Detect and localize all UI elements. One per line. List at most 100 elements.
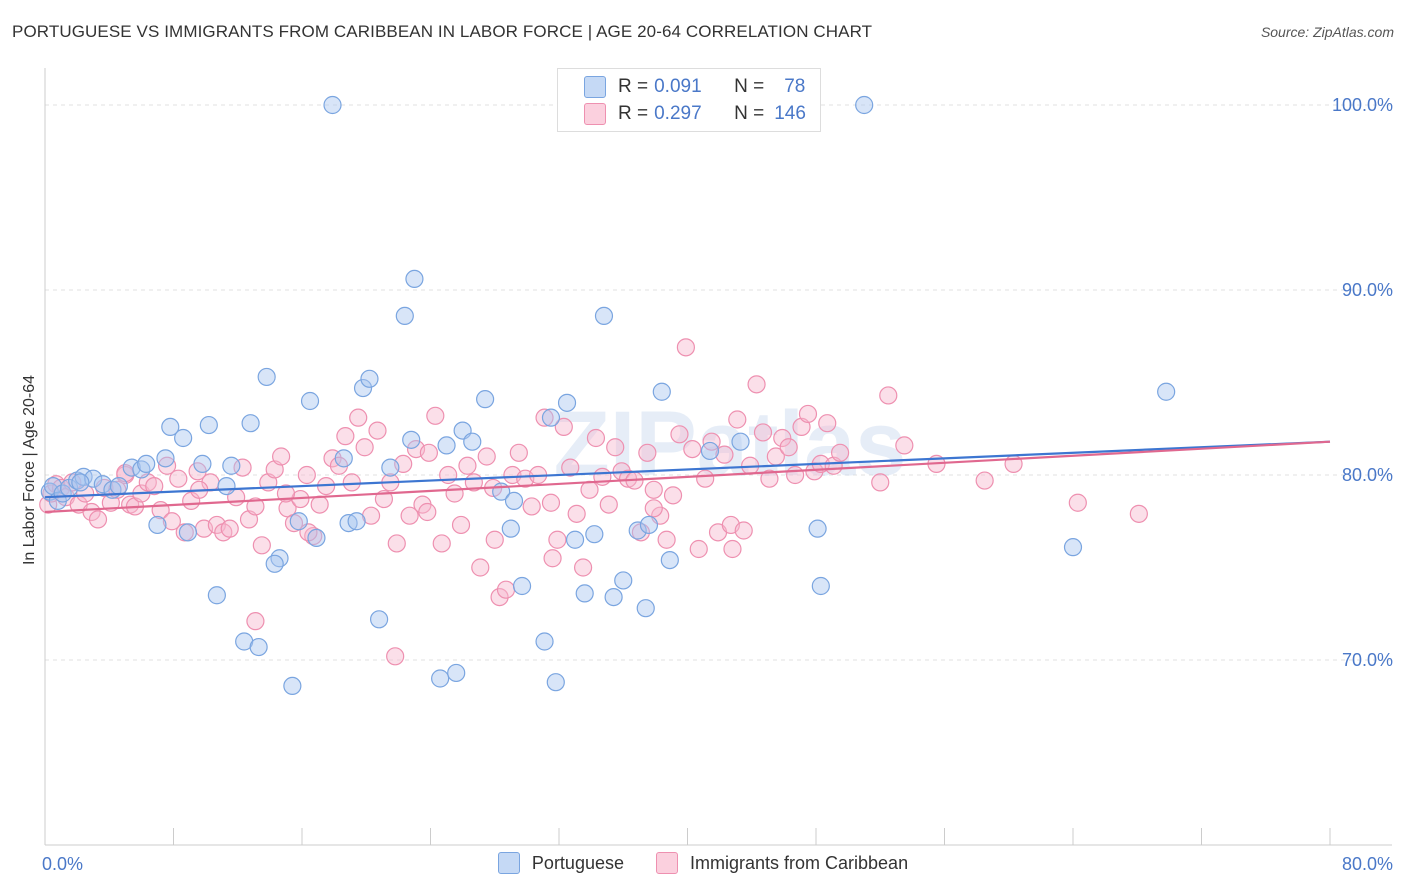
point-caribbean xyxy=(451,515,471,535)
point-caribbean xyxy=(676,338,695,357)
point-caribbean xyxy=(830,443,850,462)
point-caribbean xyxy=(82,502,101,522)
legend-n-value: 146 xyxy=(774,103,806,124)
gridlines xyxy=(45,104,1392,661)
point-caribbean xyxy=(368,421,387,440)
point-caribbean xyxy=(753,423,773,442)
point-portuguese xyxy=(535,632,554,651)
watermark: ZIPatlas xyxy=(554,393,907,495)
legend-swatch-portuguese xyxy=(584,76,606,98)
point-caribbean xyxy=(162,512,181,531)
point-portuguese xyxy=(447,663,466,683)
legend-swatch-caribbean xyxy=(584,103,606,125)
y-tick-label: 80.0% xyxy=(1342,465,1393,485)
point-caribbean xyxy=(1068,493,1087,512)
point-caribbean xyxy=(426,406,445,425)
point-portuguese xyxy=(270,549,289,568)
point-caribbean xyxy=(522,497,541,516)
point-caribbean xyxy=(663,486,683,505)
point-caribbean xyxy=(1129,504,1148,523)
point-portuguese xyxy=(395,306,414,325)
point-portuguese xyxy=(463,432,482,451)
legend-row-caribbean: R = 0.297 N = 146 xyxy=(584,102,806,126)
point-portuguese xyxy=(636,599,655,618)
point-caribbean xyxy=(342,473,361,492)
point-caribbean xyxy=(471,558,490,577)
legend-swatch-caribbean xyxy=(656,852,678,874)
stats-legend: R = 0.091 N = 78 R = 0.297 N = 146 xyxy=(557,68,821,132)
point-caribbean xyxy=(310,495,329,514)
point-caribbean xyxy=(871,473,890,492)
point-caribbean xyxy=(233,458,252,477)
point-portuguese xyxy=(93,475,112,494)
point-caribbean xyxy=(145,477,164,496)
point-portuguese xyxy=(402,430,421,449)
point-portuguese xyxy=(381,458,400,477)
point-caribbean xyxy=(773,428,792,448)
x-tick-label: 80.0% xyxy=(1342,854,1393,874)
legend-label-portuguese: Portuguese xyxy=(531,852,624,873)
point-caribbean xyxy=(246,497,265,516)
point-portuguese xyxy=(334,449,353,468)
x-tick-label: 0.0% xyxy=(42,854,83,874)
point-portuguese xyxy=(193,454,212,473)
point-portuguese xyxy=(132,460,151,479)
point-caribbean xyxy=(386,647,405,666)
point-portuguese xyxy=(504,491,524,510)
point-caribbean xyxy=(157,456,177,475)
point-caribbean xyxy=(535,408,554,427)
point-portuguese xyxy=(289,512,308,531)
point-portuguese xyxy=(161,417,180,436)
point-caribbean xyxy=(561,458,580,477)
point-caribbean xyxy=(747,375,766,394)
point-caribbean xyxy=(543,549,562,568)
point-caribbean xyxy=(879,386,898,405)
point-portuguese xyxy=(652,382,671,401)
legend-row-portuguese: R = 0.091 N = 78 xyxy=(584,75,805,99)
point-caribbean xyxy=(432,534,451,553)
point-caribbean xyxy=(644,480,663,499)
point-portuguese xyxy=(431,669,450,688)
legend-n-label: N = xyxy=(734,76,765,97)
point-caribbean xyxy=(818,414,837,433)
point-portuguese xyxy=(174,428,193,448)
point-caribbean xyxy=(88,510,108,529)
axes xyxy=(44,68,1392,846)
point-portuguese xyxy=(604,587,623,607)
point-caribbean xyxy=(445,484,464,503)
trend-lines xyxy=(44,440,1331,514)
point-caribbean xyxy=(702,432,721,451)
point-portuguese xyxy=(265,554,284,573)
point-caribbean xyxy=(895,436,914,455)
point-caribbean xyxy=(419,443,438,462)
point-portuguese xyxy=(405,269,424,288)
point-caribbean xyxy=(723,539,742,559)
legend-n-label: N = xyxy=(734,103,765,124)
legend-item-caribbean: Immigrants from Caribbean xyxy=(656,852,908,874)
point-portuguese xyxy=(217,477,236,496)
legend-item-portuguese: Portuguese xyxy=(497,852,624,874)
point-caribbean xyxy=(458,456,477,475)
point-portuguese xyxy=(476,390,495,409)
point-portuguese xyxy=(628,521,647,540)
chart-title: PORTUGUESE VS IMMIGRANTS FROM CARIBBEAN … xyxy=(12,22,873,41)
y-tick-label: 90.0% xyxy=(1342,280,1393,300)
point-portuguese xyxy=(700,441,720,461)
point-caribbean xyxy=(418,502,437,522)
point-portuguese xyxy=(731,432,750,451)
series-legend: Portuguese Immigrants from Caribbean xyxy=(0,852,1406,874)
point-portuguese xyxy=(300,391,320,411)
point-caribbean xyxy=(272,447,291,466)
point-caribbean xyxy=(509,443,528,462)
point-caribbean xyxy=(573,558,593,577)
point-portuguese xyxy=(307,528,326,548)
point-caribbean xyxy=(606,438,625,457)
point-portuguese xyxy=(283,676,302,696)
point-portuguese xyxy=(614,571,633,590)
point-caribbean xyxy=(220,519,239,538)
legend-r-value: 0.297 xyxy=(654,103,702,124)
point-portuguese xyxy=(71,473,90,492)
point-caribbean xyxy=(349,408,368,427)
point-portuguese xyxy=(501,519,520,538)
